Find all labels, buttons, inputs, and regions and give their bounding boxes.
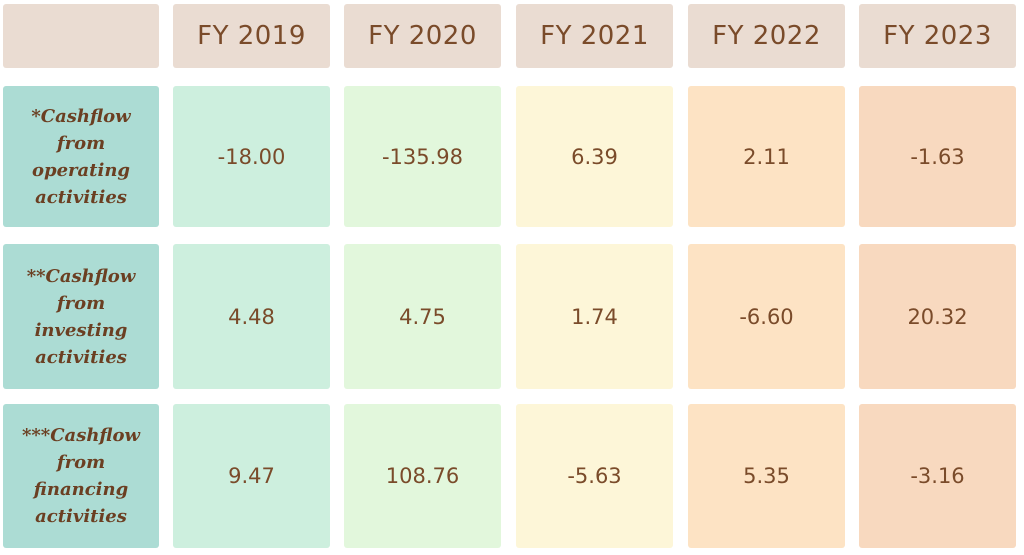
value-financing-fy-2019: 9.47	[173, 404, 330, 548]
value-operating-fy-2021: 6.39	[516, 86, 673, 227]
column-header-fy-2023: FY 2023	[859, 4, 1016, 68]
value-financing-fy-2023: -3.16	[859, 404, 1016, 548]
value-financing-fy-2021: -5.63	[516, 404, 673, 548]
value-financing-fy-2020: 108.76	[344, 404, 501, 548]
value-investing-fy-2021: 1.74	[516, 244, 673, 389]
value-financing-fy-2022: 5.35	[688, 404, 845, 548]
row-label-line: ***Cashflow	[21, 425, 141, 446]
row-label-line: activities	[35, 506, 127, 527]
row-label-financing: ***Cashflow from financing activities	[3, 404, 159, 548]
column-header-fy-2019: FY 2019	[173, 4, 330, 68]
value-operating-fy-2020: -135.98	[344, 86, 501, 227]
row-label-line: from	[56, 132, 106, 154]
row-label-line: from	[56, 292, 106, 314]
row-label-line: activities	[35, 346, 127, 368]
column-header-fy-2021: FY 2021	[516, 4, 673, 68]
row-label-line: from	[56, 452, 106, 473]
value-investing-fy-2019: 4.48	[173, 244, 330, 389]
row-label-operating: *Cashflow from operating activities	[3, 86, 159, 227]
corner-cell	[3, 4, 159, 68]
row-label-line: operating	[31, 159, 130, 181]
value-investing-fy-2020: 4.75	[344, 244, 501, 389]
column-header-fy-2020: FY 2020	[344, 4, 501, 68]
value-operating-fy-2022: 2.11	[688, 86, 845, 227]
value-operating-fy-2019: -18.00	[173, 86, 330, 227]
row-label-line: **Cashflow	[26, 265, 136, 287]
column-header-fy-2022: FY 2022	[688, 4, 845, 68]
value-operating-fy-2023: -1.63	[859, 86, 1016, 227]
row-label-line: financing	[33, 479, 129, 500]
row-label-investing: **Cashflow from investing activities	[3, 244, 159, 389]
value-investing-fy-2023: 20.32	[859, 244, 1016, 389]
row-label-line: investing	[34, 319, 128, 341]
row-label-line: *Cashflow	[31, 105, 131, 127]
value-investing-fy-2022: -6.60	[688, 244, 845, 389]
row-label-line: activities	[35, 186, 127, 208]
